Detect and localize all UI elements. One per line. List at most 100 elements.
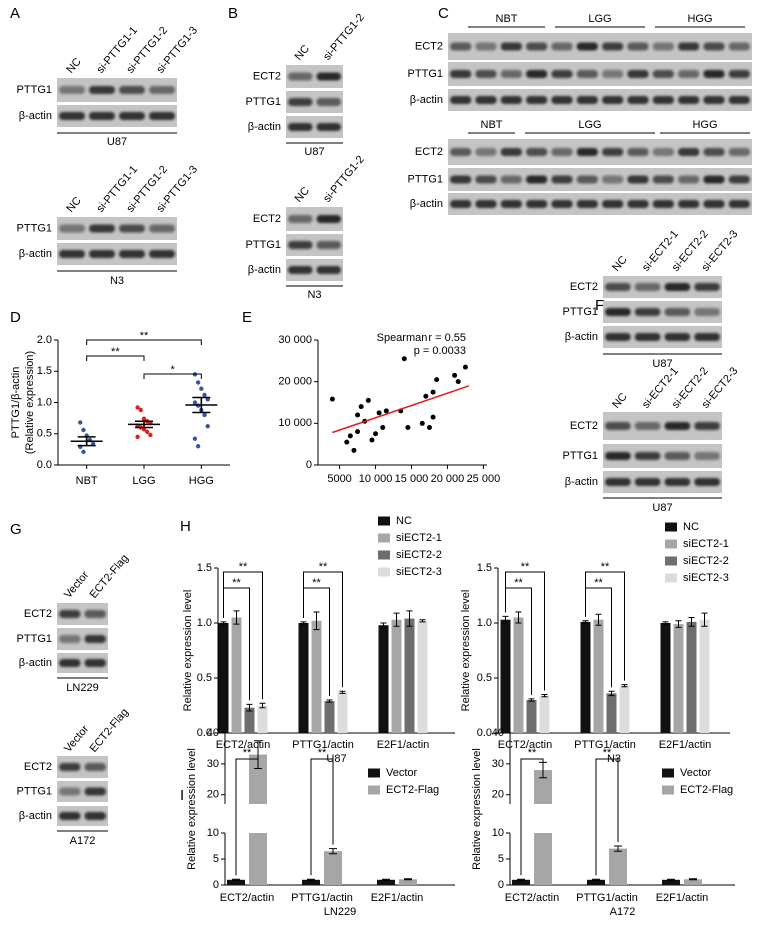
blot-strip xyxy=(57,756,108,778)
y-tick-label: 0 xyxy=(306,459,312,471)
significance-label: ** xyxy=(111,346,120,358)
row-label: β-actin xyxy=(565,331,598,343)
point xyxy=(145,429,150,435)
significance-bracket xyxy=(223,587,250,701)
blot-strip xyxy=(57,628,108,650)
row-label: ECT2 xyxy=(24,761,52,773)
bar xyxy=(609,848,627,885)
band xyxy=(500,175,522,184)
significance-label: ** xyxy=(594,577,603,589)
legend-label: NC xyxy=(396,515,412,527)
error-bar xyxy=(406,610,413,627)
legend-label: NC xyxy=(683,521,699,533)
y-tick-label: 40 xyxy=(207,727,219,739)
error-bar xyxy=(595,613,602,626)
band xyxy=(149,224,175,233)
band xyxy=(526,175,548,184)
error-bar xyxy=(675,620,682,628)
legend-swatch xyxy=(378,533,390,543)
point xyxy=(405,425,411,430)
point xyxy=(202,412,207,418)
blot-strip xyxy=(286,91,343,113)
band xyxy=(728,148,750,156)
y-tick-label: 1.5 xyxy=(197,562,212,574)
band xyxy=(316,241,341,249)
error-bar xyxy=(701,612,708,627)
significance-bracket xyxy=(520,758,544,876)
blot-strip xyxy=(286,259,343,281)
band xyxy=(475,96,497,104)
band xyxy=(59,224,85,233)
band xyxy=(652,96,674,104)
band xyxy=(605,333,631,341)
bar xyxy=(244,707,255,733)
band xyxy=(288,72,313,81)
x-tick-label: NBT xyxy=(76,475,98,487)
y-tick-label: 1.5 xyxy=(37,365,52,377)
band xyxy=(728,70,750,78)
row-label: ECT2 xyxy=(24,608,52,620)
blot-strip xyxy=(448,62,752,86)
legend-label: siECT2-2 xyxy=(683,555,729,567)
band xyxy=(602,96,624,104)
y-tick-label: 0.0 xyxy=(37,459,52,471)
point xyxy=(202,392,207,398)
panel-label: G xyxy=(10,521,22,538)
fit-line xyxy=(332,385,470,434)
band xyxy=(576,200,598,208)
band xyxy=(634,422,661,430)
band xyxy=(605,452,631,460)
error-bar xyxy=(689,878,697,881)
x-tick-label: E2F1/actin xyxy=(656,892,709,904)
band xyxy=(500,200,522,208)
error-bar xyxy=(541,694,548,698)
point xyxy=(423,393,429,399)
error-bar xyxy=(192,396,211,414)
band xyxy=(526,96,548,104)
legend-swatch xyxy=(662,785,674,795)
cell-label: A172 xyxy=(70,835,96,847)
band xyxy=(605,422,631,430)
y-tick-label: 20 xyxy=(492,789,504,801)
point xyxy=(195,380,201,385)
band xyxy=(84,659,106,667)
band xyxy=(678,96,700,104)
band xyxy=(728,96,750,104)
band xyxy=(551,42,573,51)
band xyxy=(288,266,313,274)
legend-swatch xyxy=(665,573,677,583)
x-tick-label: PTTG1/actin xyxy=(576,892,638,904)
band xyxy=(634,283,661,291)
blot-strip xyxy=(57,105,177,127)
band xyxy=(149,86,175,94)
bar xyxy=(391,619,402,733)
band xyxy=(694,308,720,316)
point xyxy=(452,372,458,378)
band xyxy=(59,787,81,796)
x-tick-label: 25 000 xyxy=(467,473,501,485)
bar xyxy=(580,621,591,733)
band xyxy=(664,422,691,430)
point xyxy=(365,397,371,403)
cell-label: U87 xyxy=(652,358,672,370)
band xyxy=(694,422,720,430)
cell-label: LN229 xyxy=(66,682,98,694)
point xyxy=(205,424,210,429)
band xyxy=(450,42,472,51)
band xyxy=(59,635,81,643)
y-axis-label: Relative expression level xyxy=(186,748,198,870)
legend-swatch xyxy=(665,522,677,532)
significance-label: ** xyxy=(528,747,537,759)
band xyxy=(119,250,145,258)
band xyxy=(450,175,472,184)
row-label: β-actin xyxy=(19,110,52,122)
blot-strip xyxy=(57,653,108,673)
y-tick-label: 0.5 xyxy=(197,672,212,684)
band xyxy=(450,96,472,104)
row-label: β-actin xyxy=(248,121,281,133)
point xyxy=(199,386,204,391)
error-bar xyxy=(528,698,535,702)
error-bar xyxy=(662,621,669,625)
panel-label: D xyxy=(10,309,21,326)
